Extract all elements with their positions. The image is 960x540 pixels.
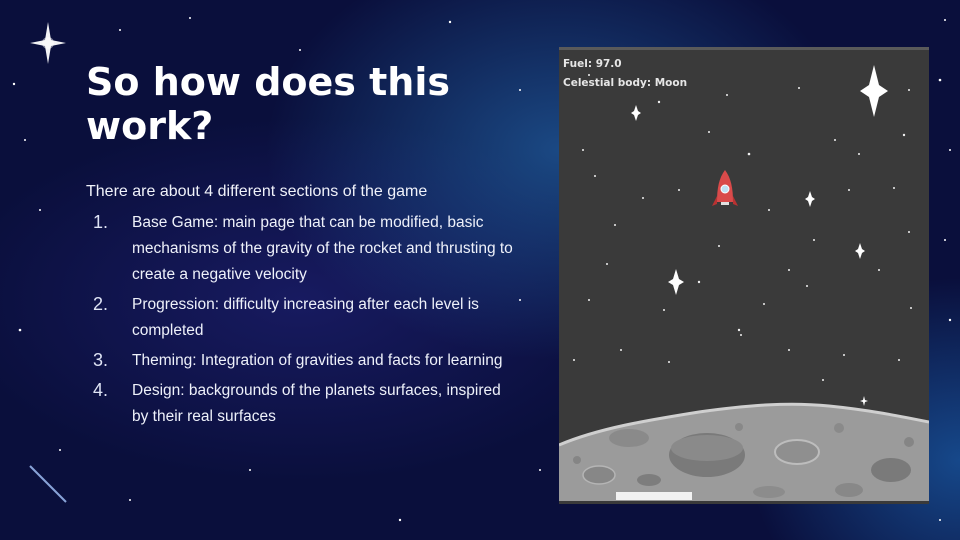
- step-text: Progression: difficulty increasing after…: [132, 296, 479, 339]
- step-number: 1.: [93, 212, 109, 232]
- step-text: Design: backgrounds of the planets surfa…: [132, 382, 501, 425]
- fuel-bar: [616, 492, 692, 500]
- step-number: 4.: [93, 380, 109, 400]
- list-item: 4. Design: backgrounds of the planets su…: [86, 378, 516, 430]
- steps-list: 1. Base Game: main page that can be modi…: [86, 210, 516, 434]
- moon-surface: [559, 402, 929, 501]
- game-scene: [559, 65, 929, 501]
- step-text: Theming: Integration of gravities and fa…: [132, 352, 503, 369]
- step-number: 3.: [93, 350, 109, 370]
- sparkle-star-icon: [668, 269, 684, 295]
- intro-text: There are about 4 different sections of …: [86, 183, 428, 200]
- step-text: Base Game: main page that can be modifie…: [132, 214, 513, 283]
- fuel-readout: Fuel: 97.0: [563, 58, 622, 70]
- game-screenshot: Fuel: 97.0 Celestial body: Moon: [559, 47, 929, 504]
- sparkle-star-icon: [860, 396, 868, 406]
- step-number: 2.: [93, 294, 109, 314]
- shooting-star: [29, 465, 67, 503]
- celestial-body-readout: Celestial body: Moon: [563, 77, 688, 89]
- list-item: 3. Theming: Integration of gravities and…: [86, 348, 516, 374]
- sparkle-star-icon: [855, 243, 865, 259]
- sparkle-star-icon: [860, 65, 888, 117]
- rocket-icon: [712, 170, 738, 206]
- sparkle-star-icon: [805, 191, 815, 207]
- sparkle-star-icon: [631, 105, 641, 121]
- list-item: 1. Base Game: main page that can be modi…: [86, 210, 516, 288]
- list-item: 2. Progression: difficulty increasing af…: [86, 292, 516, 344]
- slide-title: So how does this work?: [86, 60, 450, 148]
